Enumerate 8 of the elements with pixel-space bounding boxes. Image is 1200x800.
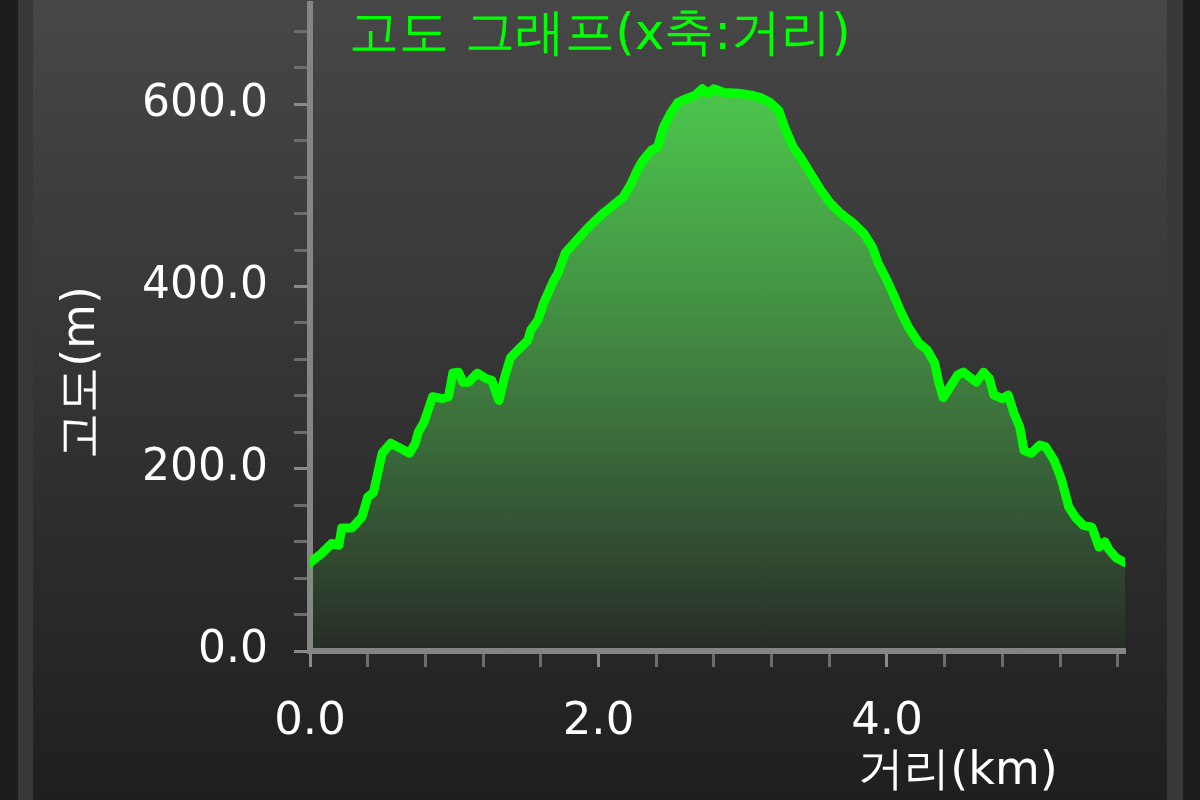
x-tick-label: 2.0	[562, 691, 635, 745]
chart-title: 고도 그래프(x축:거리)	[349, 2, 851, 61]
y-tick-label: 400.0	[142, 256, 268, 308]
y-tick-label: 0.0	[198, 621, 268, 673]
y-tick-label: 200.0	[142, 439, 268, 491]
x-tick-label: 0.0	[274, 691, 346, 745]
y-tick-label: 600.0	[142, 74, 268, 126]
y-axis-title: 고도(m)	[50, 286, 105, 459]
